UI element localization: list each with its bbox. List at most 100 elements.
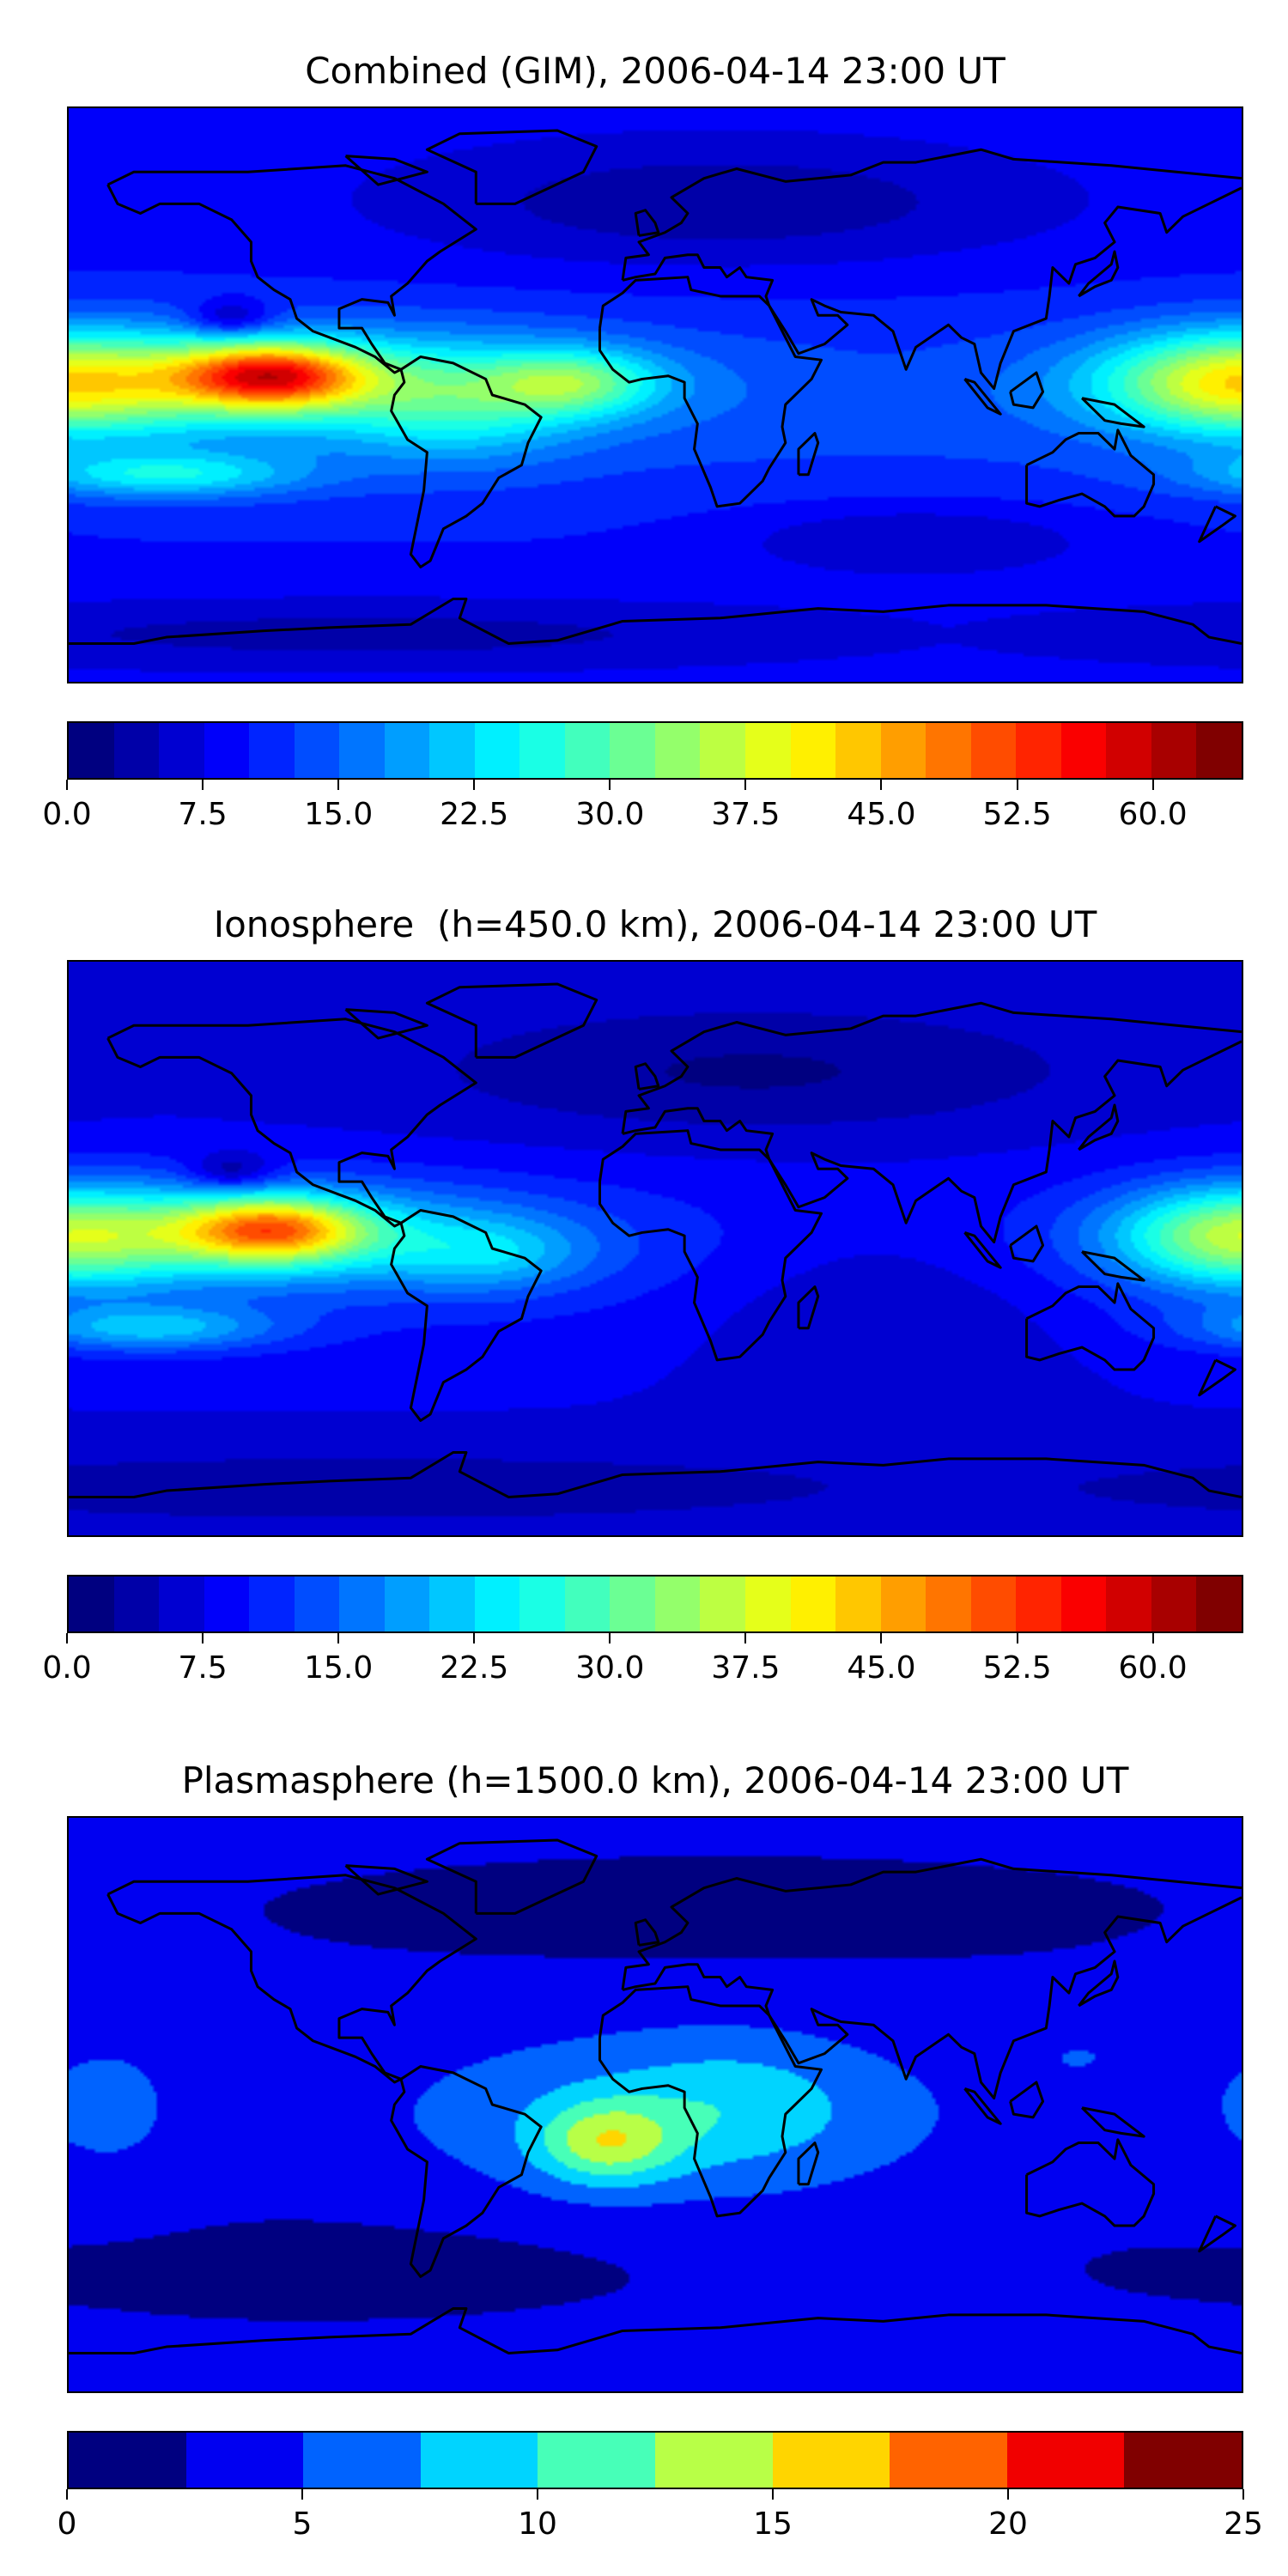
coastlines <box>69 108 1242 682</box>
tick-label: 25 <box>1224 2506 1263 2542</box>
colorbar-level <box>384 1577 430 1631</box>
colorbar-level <box>538 2433 655 2488</box>
colorbar-level <box>564 723 611 778</box>
tick-mark <box>609 780 611 790</box>
coastline <box>623 1859 1242 1990</box>
coastline <box>69 1453 1242 1498</box>
tick-label: 22.5 <box>440 797 509 832</box>
colorbar-level <box>1151 1577 1197 1631</box>
coastline <box>799 1287 818 1328</box>
colorbar-level <box>744 1577 791 1631</box>
coastline <box>1200 2216 1236 2251</box>
tick-label: 7.5 <box>178 797 228 832</box>
colorbar-level <box>835 723 881 778</box>
tick-label: 0 <box>57 2506 77 2542</box>
panel-title: Ionosphere (h=450.0 km), 2006-04-14 23:0… <box>213 903 1097 945</box>
colorbar-level <box>700 1577 745 1631</box>
colorbar-level <box>1016 1577 1061 1631</box>
colorbar-level <box>429 723 475 778</box>
colorbar-level <box>1016 723 1061 778</box>
tick-label: 0.0 <box>42 797 92 832</box>
colorbar-level <box>69 723 114 778</box>
colorbar-level <box>204 1577 250 1631</box>
tick-label: 60.0 <box>1118 797 1188 832</box>
colorbar-level <box>69 2433 186 2488</box>
colorbar <box>67 1575 1243 1633</box>
colorbar-level <box>1151 723 1197 778</box>
coastline <box>1082 2108 1144 2136</box>
tick-label: 60.0 <box>1118 1650 1188 1686</box>
colorbar-level <box>654 723 701 778</box>
tick-mark <box>609 1633 611 1643</box>
colorbar-level <box>474 1577 520 1631</box>
colorbar-level <box>294 723 340 778</box>
coastline <box>623 1898 1242 2099</box>
colorbar-level <box>69 1577 114 1631</box>
coastline <box>1011 1226 1043 1261</box>
coastline <box>599 277 821 507</box>
colorbar-level <box>835 1577 881 1631</box>
map-plot <box>67 1816 1243 2393</box>
colorbar-level <box>772 2433 890 2488</box>
coastline <box>1200 507 1236 542</box>
tick-mark <box>337 780 340 790</box>
coastline <box>427 131 596 204</box>
colorbar-level <box>113 723 160 778</box>
coastline <box>69 2309 1242 2354</box>
panel-title: Combined (GIM), 2006-04-14 23:00 UT <box>305 50 1005 92</box>
colorbar-level <box>384 723 430 778</box>
coastline <box>1027 430 1154 516</box>
coastline <box>427 984 596 1057</box>
colorbar-level <box>890 2433 1007 2488</box>
coastline <box>346 156 428 185</box>
coastlines <box>69 1818 1242 2391</box>
tick-label: 0.0 <box>42 1650 92 1686</box>
tick-label: 52.5 <box>982 1650 1052 1686</box>
tick-mark <box>66 1633 68 1643</box>
coastline <box>1011 373 1043 408</box>
tick-mark <box>1242 2489 1244 2500</box>
colorbar-level <box>339 1577 385 1631</box>
colorbar-level <box>159 1577 204 1631</box>
tick-mark <box>473 780 476 790</box>
colorbar-level <box>970 1577 1017 1631</box>
colorbar-level <box>926 1577 971 1631</box>
panel-combined: Combined (GIM), 2006-04-14 23:00 UT 0.0 7… <box>0 0 1288 859</box>
coastline <box>964 379 1000 414</box>
colorbar-level <box>249 723 295 778</box>
colorbar-level <box>420 2433 538 2488</box>
colorbar-level <box>1060 1577 1107 1631</box>
tick-label: 52.5 <box>982 797 1052 832</box>
colorbar-level <box>429 1577 475 1631</box>
tick-mark <box>1007 2489 1009 2500</box>
coastline <box>427 1840 596 1913</box>
coastline <box>1200 1360 1236 1395</box>
panel-title: Plasmasphere (h=1500.0 km), 2006-04-14 2… <box>181 1759 1129 1801</box>
colorbar-level <box>1196 723 1242 778</box>
tick-label: 37.5 <box>711 1650 781 1686</box>
heatmap-field <box>69 962 1242 1535</box>
coastlines <box>69 962 1242 1535</box>
coastline <box>1082 1252 1144 1280</box>
heatmap-field <box>69 1818 1242 2391</box>
colorbar <box>67 721 1243 780</box>
tick-mark <box>537 2489 538 2500</box>
colorbar-ticks: 0.0 7.5 15.0 22.5 30.0 37.5 45.0 52.5 60.0 <box>42 780 1243 848</box>
coastline <box>799 2143 818 2184</box>
coastline <box>635 1920 659 1946</box>
colorbar-level <box>654 2433 773 2488</box>
tick-mark <box>1151 780 1154 790</box>
colorbar-level <box>700 723 745 778</box>
tick-mark <box>66 2489 68 2500</box>
tick-label: 30.0 <box>575 1650 645 1686</box>
tick-label: 22.5 <box>440 1650 509 1686</box>
coastline <box>964 2088 1000 2123</box>
tick-mark <box>772 2489 774 2500</box>
coastline <box>635 1064 659 1090</box>
colorbar-level <box>294 1577 340 1631</box>
tick-label: 15.0 <box>304 1650 374 1686</box>
tick-label: 10 <box>518 2506 557 2542</box>
colorbar-ticks: 0 5 10 15 20 25 <box>58 2489 1263 2558</box>
coastline <box>623 1042 1242 1242</box>
colorbar-level <box>1060 723 1107 778</box>
